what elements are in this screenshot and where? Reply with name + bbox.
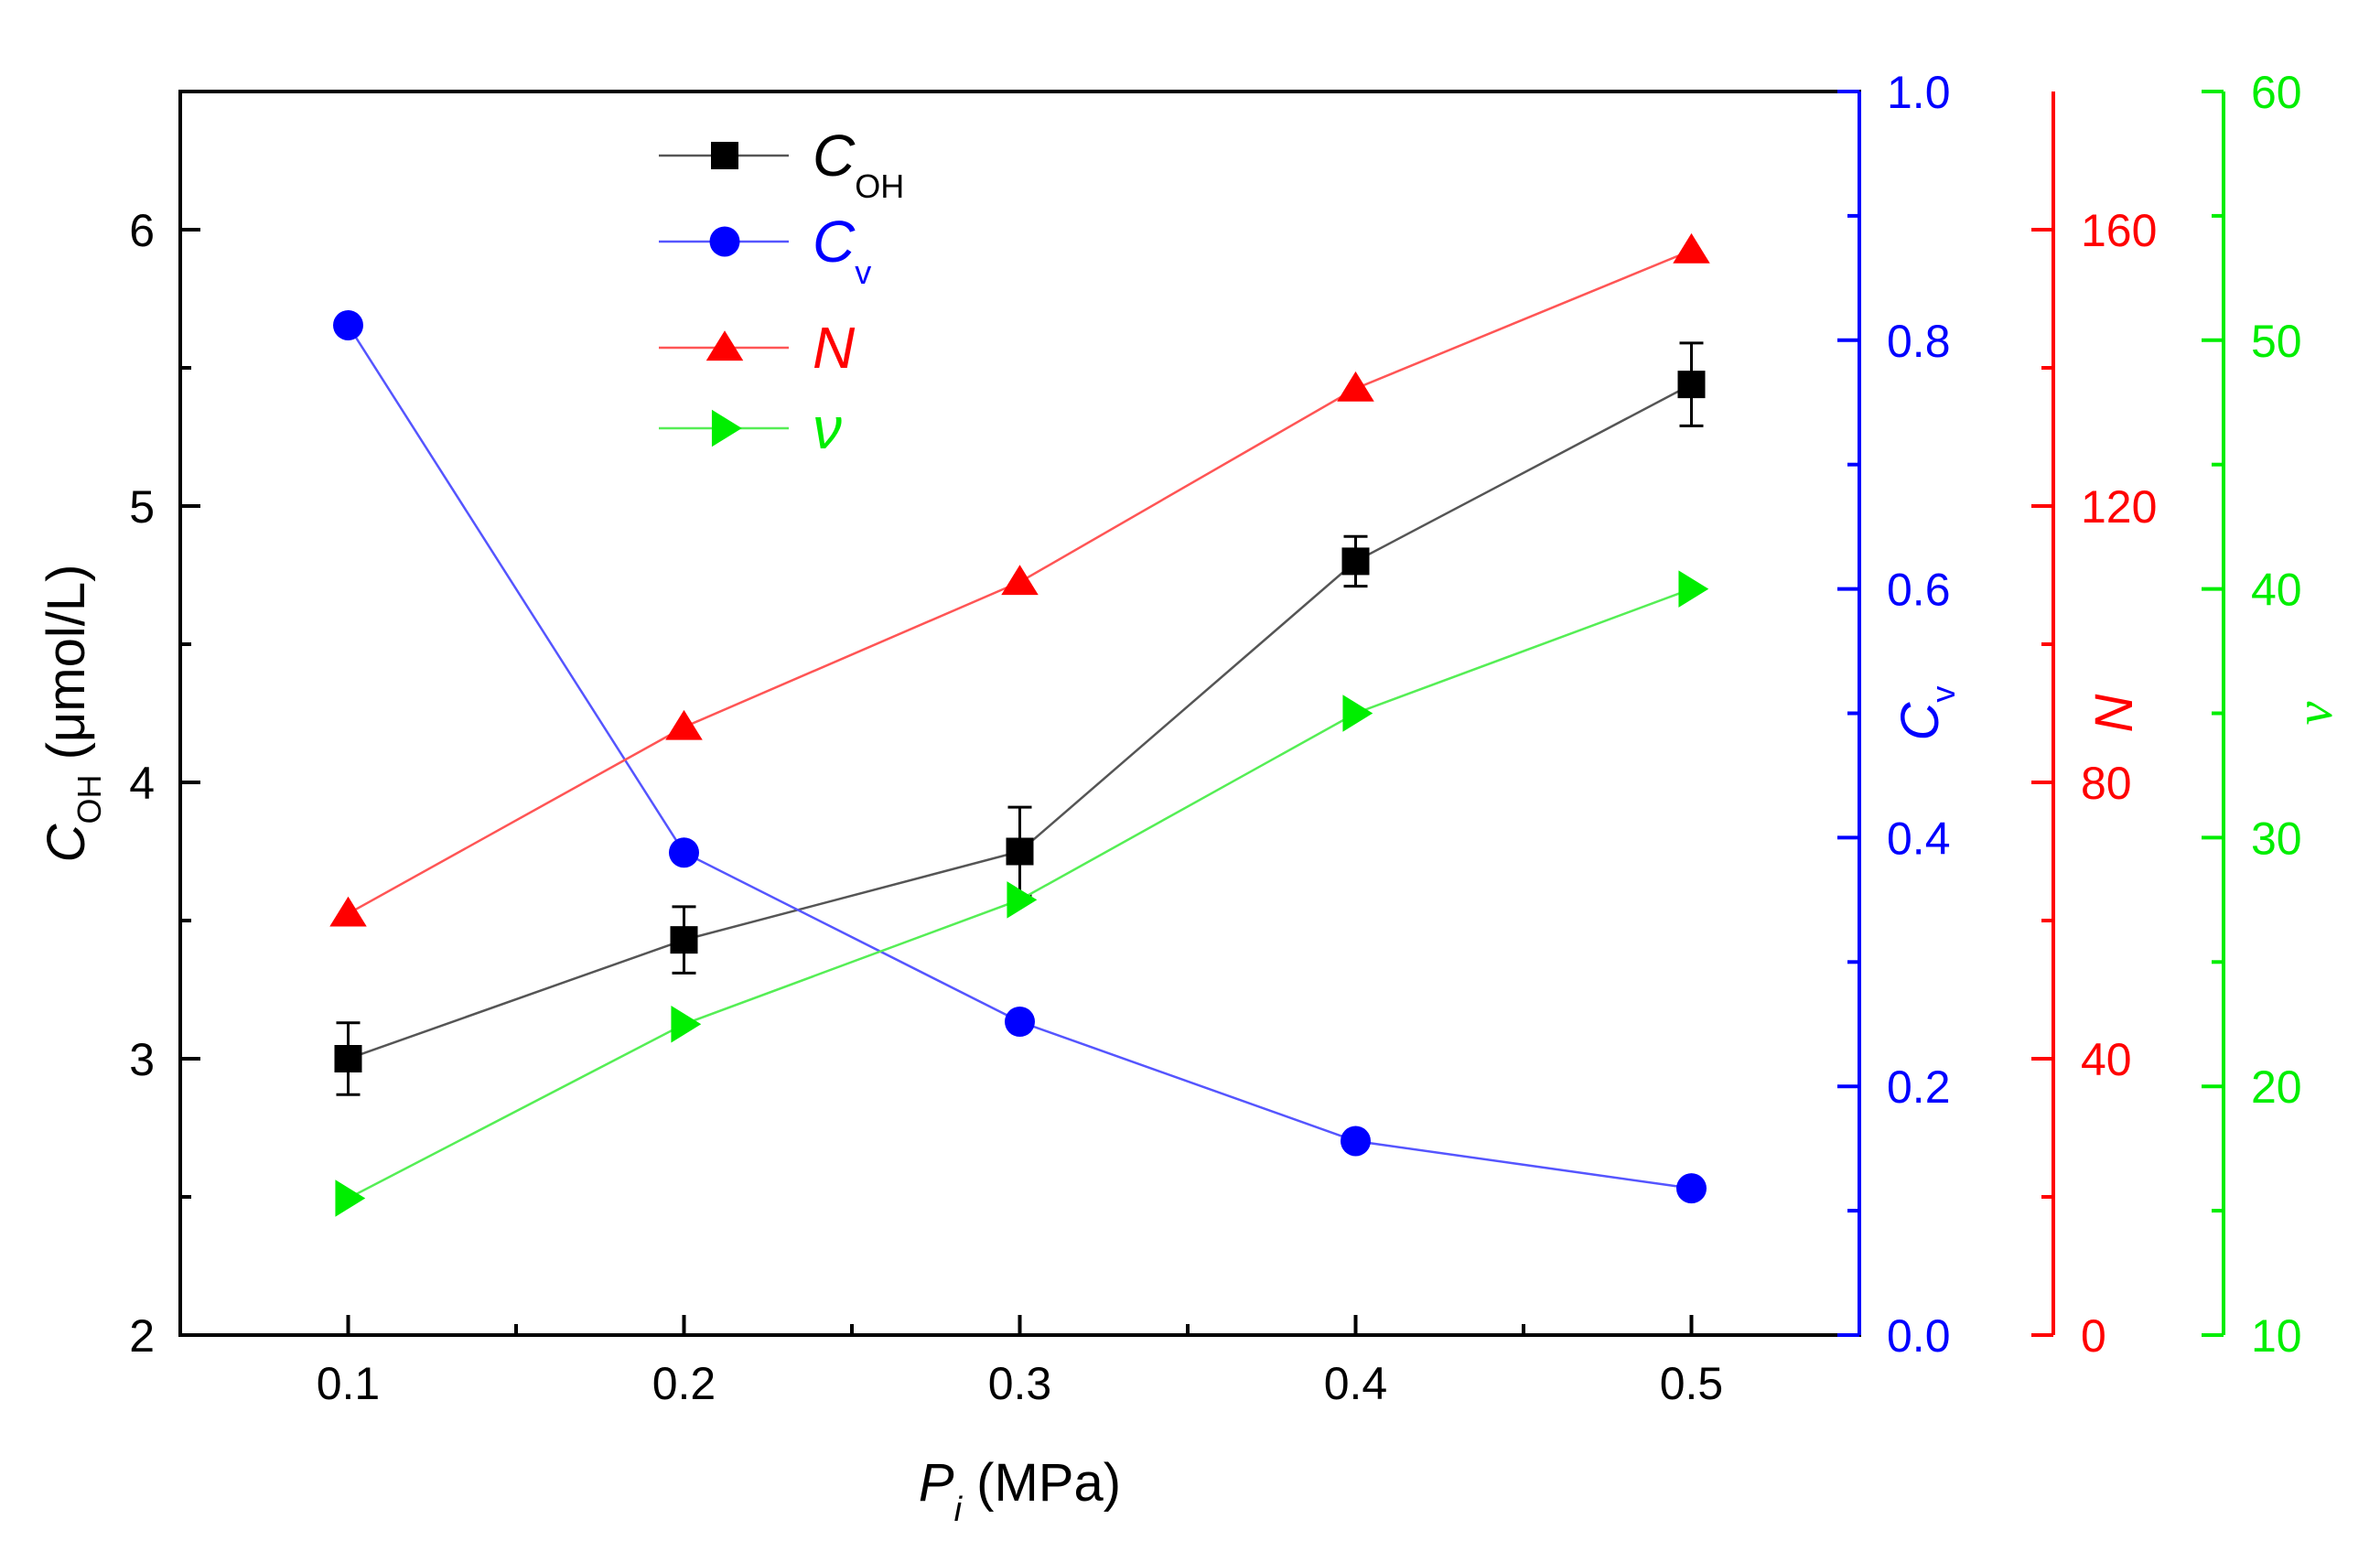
legend-marker [711,142,738,169]
series-square [334,341,1706,1096]
x-tick-label: 0.4 [1324,1358,1388,1409]
data-point [671,1006,702,1043]
y-cv-tick-label: 0.8 [1887,316,1951,367]
y-n-tick-label: 160 [2081,205,2157,256]
x-tick-label: 0.3 [988,1358,1052,1409]
y-n-axis-label: N [2084,694,2144,732]
y-nu-tick-label: 50 [2251,316,2302,367]
legend-marker [709,226,740,257]
y-nu-tick-label: 10 [2251,1310,2302,1362]
y-cv-tick-label: 1.0 [1887,67,1951,118]
legend-entry: ν [659,395,842,461]
y-nu-tick-label: 20 [2251,1061,2302,1113]
data-point [334,1045,362,1072]
legend-marker [705,330,744,361]
data-point [1677,371,1706,399]
data-point [669,837,699,868]
data-point [1673,232,1710,264]
legend-label: ν [813,395,842,461]
y-nu-tick-label: 30 [2251,813,2302,864]
data-point [1006,837,1034,866]
y-left-tick-label: 6 [129,205,155,256]
legend-marker [711,409,742,447]
y-left-tick-label: 5 [129,481,155,533]
y-cv-tick-label: 0.4 [1887,813,1951,864]
legend-entry: Cv [659,209,871,291]
y-cv-tick-label: 0.2 [1887,1061,1951,1113]
y-left-axis-label: COH (μmol/L) [37,565,108,863]
data-point [1678,570,1709,608]
legend-label: COH [813,123,904,205]
data-point [665,709,703,740]
data-point [1001,565,1039,596]
y-left-tick-label: 4 [129,758,155,809]
y-axis-cv: 0.0 0.2 0.4 0.6 0.8 1.0 Cv [1837,67,1962,1362]
y-nu-axis-label: ν [2284,701,2343,725]
data-point [1341,1126,1371,1157]
y-axis-left: 2 3 4 5 6 COH (μmol/L) [37,205,200,1362]
x-tick-label: 0.2 [652,1358,716,1409]
y-nu-tick-label: 40 [2251,565,2302,616]
series [329,232,1710,1217]
y-cv-axis-label: Cv [1890,686,1962,741]
series-circle [333,309,1707,1204]
legend-entry: COH [659,123,904,205]
legend-label: Cv [813,209,871,291]
y-left-tick-label: 2 [129,1310,155,1362]
y-axis-n: 0 40 80 120 160 N [2031,92,2157,1362]
data-point [1342,695,1373,732]
y-n-tick-label: 120 [2081,481,2157,533]
data-point [1337,371,1374,402]
series-triangle-right [335,570,1709,1217]
x-axis-label: Pi (MPa) [919,1453,1121,1529]
data-point [329,896,367,927]
legend-label: N [813,315,856,381]
x-axis: 0.1 0.2 0.3 0.4 0.5 Pi (MPa) [317,1315,1724,1529]
data-point [1341,547,1370,576]
data-point [670,926,698,954]
data-point [333,309,363,340]
data-point [1005,1007,1035,1038]
y-n-tick-label: 0 [2081,1310,2106,1362]
axes: 0.1 0.2 0.3 0.4 0.5 Pi (MPa) 2 3 4 5 6 COH (μmol/L)… [37,67,2343,1529]
y-left-tick-label: 3 [129,1034,155,1085]
x-tick-label: 0.5 [1660,1358,1724,1409]
data-point [1007,881,1038,919]
y-axis-nu: 10 20 30 40 50 60 ν [2202,67,2343,1362]
y-n-tick-label: 80 [2081,758,2132,809]
data-point [335,1180,366,1217]
y-n-tick-label: 40 [2081,1034,2132,1085]
y-cv-tick-label: 0.0 [1887,1310,1951,1362]
data-point [1676,1173,1707,1204]
legend-entry: N [659,315,856,381]
series-triangle-up [329,232,1710,927]
y-cv-tick-label: 0.6 [1887,565,1951,616]
y-nu-tick-label: 60 [2251,67,2302,118]
x-tick-label: 0.1 [317,1358,381,1409]
